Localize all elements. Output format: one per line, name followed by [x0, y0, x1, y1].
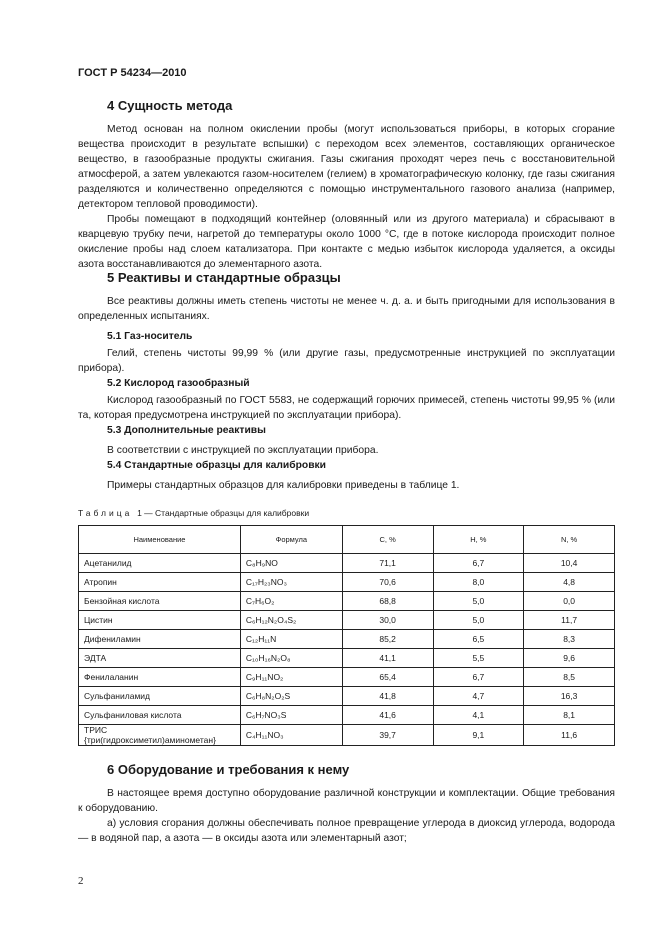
table-row: ЭДТА C₁₀H₁₆N₂O₈ 41,1 5,5 9,6: [78, 648, 615, 668]
table-row: Фенилаланин C₉H₁₁NO₂ 65,4 6,7 8,5: [78, 667, 615, 687]
table-cell: C₄H₁₁NO₃: [239, 724, 343, 746]
table-row: ТРИС {три(гидроксиметил)аминометан} C₄H₁₁…: [78, 724, 615, 746]
paragraph: В соответствии с инструкцией по эксплуат…: [107, 445, 379, 456]
table-cell: Дифениламин: [78, 629, 241, 649]
table-cell: 4,1: [432, 705, 525, 725]
table-cell: 16,3: [523, 686, 615, 706]
table-row: Бензойная кислота C₇H₆O₂ 68,8 5,0 0,0: [78, 591, 615, 611]
table-row: Цистин C₆H₁₂N₂O₄S₂ 30,0 5,0 11,7: [78, 610, 615, 630]
section-6-body: В настоящее время доступно оборудование …: [78, 786, 615, 846]
calibration-table: Наименование Формула С, % Н, % N, % Ацет…: [78, 525, 615, 746]
column-header: N, %: [523, 525, 615, 554]
table-cell: 68,8: [341, 591, 434, 611]
table-caption: Таблица 1 — Стандартные образцы для кали…: [78, 508, 310, 518]
subsection-5-4-heading: 5.4 Стандартные образцы для калибровки: [107, 460, 327, 471]
table-cell: ТРИС {три(гидроксиметил)аминометан}: [78, 724, 241, 746]
table-row: Сульфаниловая кислота C₆H₇NO₃S 41,6 4,1 8,1: [78, 705, 615, 725]
table-cell: 9,6: [523, 648, 615, 668]
table-cell: Бензойная кислота: [78, 591, 241, 611]
page-number: 2: [78, 875, 84, 887]
section-4-heading: 4 Сущность метода: [107, 98, 233, 113]
table-cell: 8,0: [432, 572, 525, 592]
table-cell: 4,7: [432, 686, 525, 706]
paragraph: Метод основан на полном окислении пробы …: [78, 124, 615, 210]
table-row: Атропин C₁₇H₂₃NO₃ 70,6 8,0 4,8: [78, 572, 615, 592]
table-cell: Сульфаниловая кислота: [78, 705, 241, 725]
table-cell: 6,7: [432, 667, 525, 687]
paragraph: а) условия сгорания должны обеспечивать …: [78, 818, 615, 844]
paragraph: Гелий, степень чистоты 99,99 % (или друг…: [78, 348, 615, 374]
table-row: Ацетанилид C₈H₉NO 71,1 6,7 10,4: [78, 553, 615, 573]
table-cell: 6,5: [432, 629, 525, 649]
table-cell: C₆H₈N₂O₂S: [239, 686, 343, 706]
table-cell: C₁₂H₁₁N: [239, 629, 343, 649]
table-cell: 8,3: [523, 629, 615, 649]
table-row: Дифениламин C₁₂H₁₁N 85,2 6,5 8,3: [78, 629, 615, 649]
table-cell: 5,0: [432, 610, 525, 630]
table-cell: 65,4: [341, 667, 434, 687]
section-5-heading: 5 Реактивы и стандартные образцы: [107, 270, 341, 285]
table-cell: C₁₇H₂₃NO₃: [239, 572, 343, 592]
table-cell: C₆H₁₂N₂O₄S₂: [239, 610, 343, 630]
table-cell: C₇H₆O₂: [239, 591, 343, 611]
table-cell: Цистин: [78, 610, 241, 630]
table-cell: 5,0: [432, 591, 525, 611]
table-cell: C₈H₉NO: [239, 553, 343, 573]
table-cell: 70,6: [341, 572, 434, 592]
table-cell: C₆H₇NO₃S: [239, 705, 343, 725]
subsection-5-1-heading: 5.1 Газ-носитель: [107, 331, 193, 342]
subsection-5-3-heading: 5.3 Дополнительные реактивы: [107, 425, 266, 436]
table-cell: 10,4: [523, 553, 615, 573]
section-4-body: Метод основан на полном окислении пробы …: [78, 122, 615, 272]
table-cell: ЭДТА: [78, 648, 241, 668]
section-6-heading: 6 Оборудование и требования к нему: [107, 762, 350, 777]
table-cell: 8,1: [523, 705, 615, 725]
paragraph: Все реактивы должны иметь степень чистот…: [78, 296, 615, 322]
table-cell: Ацетанилид: [78, 553, 241, 573]
table-cell: Сульфаниламид: [78, 686, 241, 706]
table-cell: 41,8: [341, 686, 434, 706]
table-cell: 6,7: [432, 553, 525, 573]
paragraph: Пробы помещают в подходящий контейнер (о…: [78, 214, 615, 270]
table-cell: 5,5: [432, 648, 525, 668]
paragraph: Кислород газообразный по ГОСТ 5583, не с…: [78, 395, 615, 421]
column-header: Н, %: [432, 525, 525, 554]
table-cell: 4,8: [523, 572, 615, 592]
table-cell: 41,1: [341, 648, 434, 668]
table-cell: 11,6: [523, 724, 615, 746]
document-header: ГОСТ Р 54234—2010: [78, 67, 187, 79]
column-header: С, %: [341, 525, 434, 554]
table-cell: 0,0: [523, 591, 615, 611]
paragraph: Примеры стандартных образцов для калибро…: [107, 480, 460, 491]
table-cell: C₁₀H₁₆N₂O₈: [239, 648, 343, 668]
column-header: Формула: [239, 525, 343, 554]
table-cell: 9,1: [432, 724, 525, 746]
table-cell: 8,5: [523, 667, 615, 687]
subsection-5-2-heading: 5.2 Кислород газообразный: [107, 378, 250, 389]
table-row: Сульфаниламид C₆H₈N₂O₂S 41,8 4,7 16,3: [78, 686, 615, 706]
table-cell: 85,2: [341, 629, 434, 649]
table-cell: Фенилаланин: [78, 667, 241, 687]
table-cell: 41,6: [341, 705, 434, 725]
table-cell: 30,0: [341, 610, 434, 630]
column-header: Наименование: [78, 525, 241, 554]
table-cell: 11,7: [523, 610, 615, 630]
table-cell: 71,1: [341, 553, 434, 573]
paragraph: В настоящее время доступно оборудование …: [78, 788, 615, 814]
table-cell: Атропин: [78, 572, 241, 592]
table-cell: 39,7: [341, 724, 434, 746]
table-cell: C₉H₁₁NO₂: [239, 667, 343, 687]
